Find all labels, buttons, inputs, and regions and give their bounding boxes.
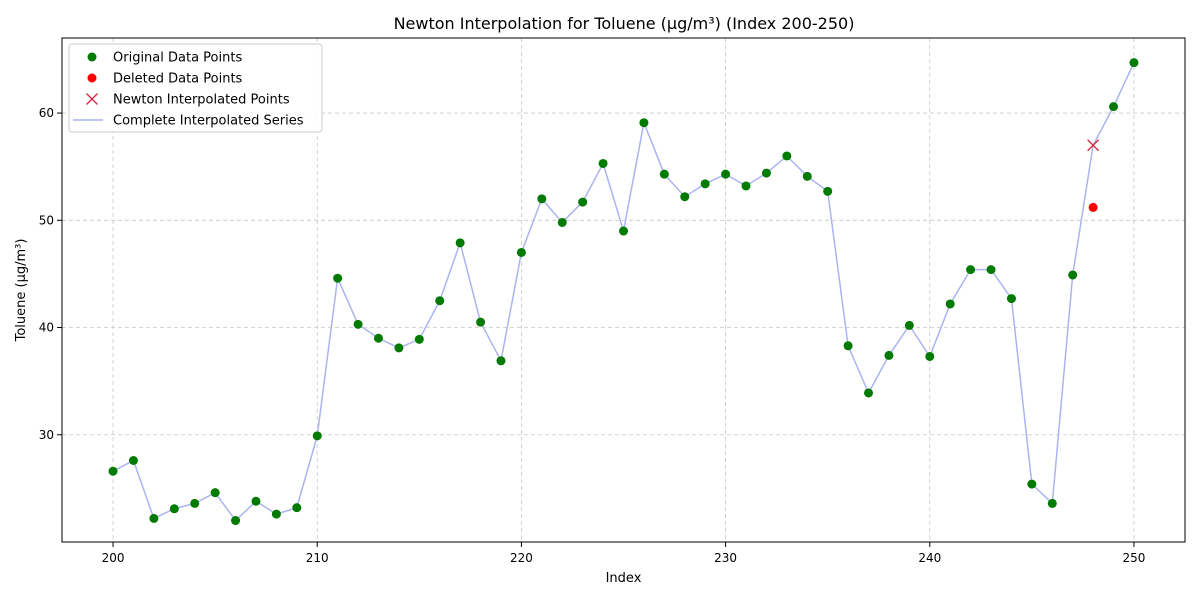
original-data-point xyxy=(578,197,588,207)
legend-label: Original Data Points xyxy=(113,51,242,66)
x-tick-label: 240 xyxy=(918,551,941,565)
y-tick-label: 60 xyxy=(39,106,54,120)
axis-ticks: 200 210 220 230 240 250 30 40 50 60 xyxy=(39,106,1146,565)
original-data-point xyxy=(925,351,935,361)
legend: Original Data Points Deleted Data Points N… xyxy=(68,43,323,133)
original-data-point xyxy=(741,181,751,191)
legend-marker-circle xyxy=(87,52,97,62)
chart-title: Newton Interpolation for Toluene (µg/m³)… xyxy=(394,14,855,33)
original-points-group xyxy=(108,58,1139,526)
original-data-point xyxy=(231,516,241,526)
original-data-point xyxy=(312,431,322,441)
original-data-point xyxy=(823,186,833,196)
legend-marker-circle xyxy=(87,73,97,83)
original-data-point xyxy=(1129,58,1139,68)
original-data-point xyxy=(782,151,792,161)
newton-points-group xyxy=(1087,139,1100,152)
original-data-point xyxy=(169,504,179,514)
original-data-point xyxy=(455,238,465,248)
original-data-point xyxy=(190,498,200,508)
grid xyxy=(62,38,1185,542)
original-data-point xyxy=(1006,294,1016,304)
original-data-point xyxy=(721,169,731,179)
original-data-point xyxy=(966,265,976,275)
newton-interpolated-point xyxy=(1087,139,1100,152)
y-axis-label: Toluene (µg/m³) xyxy=(14,239,29,343)
original-data-point xyxy=(292,503,302,513)
original-data-point xyxy=(271,509,281,519)
legend-label: Newton Interpolated Points xyxy=(113,93,290,108)
original-data-point xyxy=(394,343,404,353)
x-tick-label: 200 xyxy=(102,551,125,565)
x-tick-label: 230 xyxy=(714,551,737,565)
original-data-point xyxy=(598,158,608,168)
y-tick-label: 50 xyxy=(39,213,54,227)
original-data-point xyxy=(537,194,547,204)
original-data-point xyxy=(435,296,445,306)
original-data-point xyxy=(680,192,690,202)
original-data-point xyxy=(700,179,710,189)
y-tick-label: 30 xyxy=(39,428,54,442)
original-data-point xyxy=(414,334,424,344)
original-data-point xyxy=(761,168,771,178)
original-data-point xyxy=(108,466,118,476)
original-data-point xyxy=(516,247,526,257)
original-data-point xyxy=(659,169,669,179)
plot-frame xyxy=(61,37,1186,543)
original-data-point xyxy=(884,350,894,360)
original-data-point xyxy=(149,513,159,523)
original-data-point xyxy=(373,333,383,343)
deleted-data-point xyxy=(1088,202,1098,212)
original-data-point xyxy=(1109,102,1119,112)
original-data-point xyxy=(619,226,628,236)
original-data-point xyxy=(639,118,649,128)
original-data-point xyxy=(904,320,914,330)
x-tick-label: 220 xyxy=(510,551,533,565)
original-data-point xyxy=(251,496,261,506)
y-tick-label: 40 xyxy=(39,321,54,335)
legend-label: Deleted Data Points xyxy=(113,72,243,87)
original-data-point xyxy=(476,317,486,327)
x-tick-label: 250 xyxy=(1123,551,1146,565)
original-data-point xyxy=(1068,270,1078,280)
original-data-point xyxy=(496,356,506,366)
original-data-point xyxy=(1027,479,1037,489)
original-data-point xyxy=(802,171,812,181)
original-data-point xyxy=(1047,498,1057,508)
legend-marker-x xyxy=(86,93,98,105)
x-axis-label: Index xyxy=(606,571,642,586)
deleted-points-group xyxy=(1088,202,1098,212)
original-data-point xyxy=(333,273,343,283)
legend-box xyxy=(68,43,323,133)
original-data-point xyxy=(864,388,874,398)
original-data-point xyxy=(843,341,853,351)
x-tick-label: 210 xyxy=(306,551,329,565)
original-data-point xyxy=(945,299,955,309)
original-data-point xyxy=(128,456,138,466)
original-data-point xyxy=(986,265,996,275)
original-data-point xyxy=(557,217,567,227)
original-data-point xyxy=(353,319,363,329)
legend-label: Complete Interpolated Series xyxy=(113,114,304,129)
original-data-point xyxy=(210,488,220,498)
